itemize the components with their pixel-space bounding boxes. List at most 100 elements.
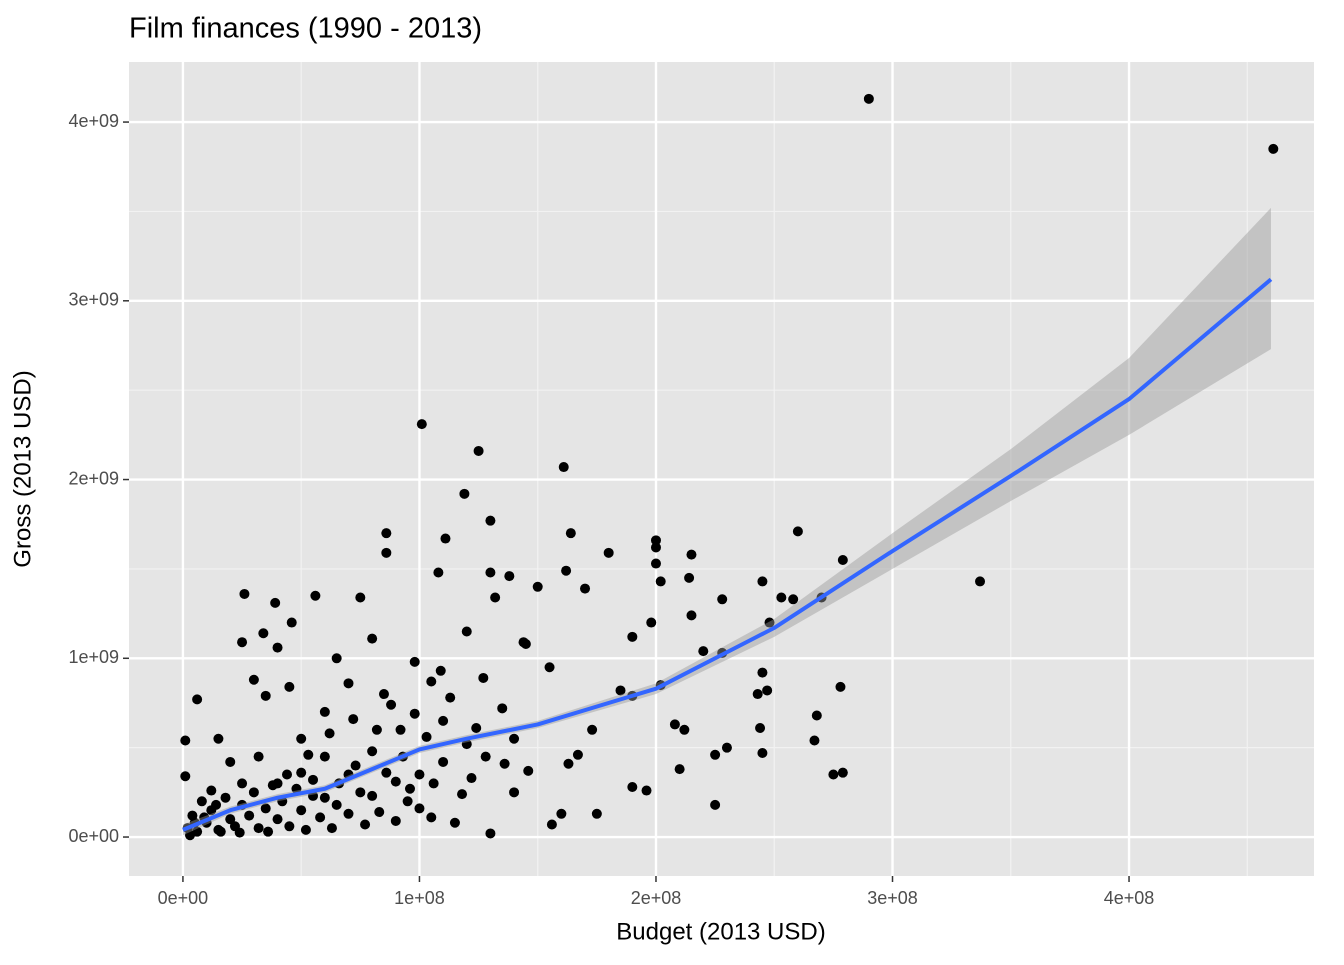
point [710, 749, 721, 760]
point [253, 823, 264, 834]
point [532, 581, 543, 592]
point [414, 803, 425, 814]
point [679, 724, 690, 735]
point [248, 674, 259, 685]
point [473, 445, 484, 456]
point [717, 594, 728, 605]
point [324, 728, 335, 739]
point [523, 765, 534, 776]
point [471, 723, 482, 733]
point [239, 588, 250, 599]
point [270, 597, 281, 608]
point [457, 789, 468, 800]
point [296, 767, 307, 778]
point [272, 814, 283, 825]
y-tick-label: 1e+09 [68, 647, 119, 667]
y-tick-label: 4e+09 [68, 111, 119, 131]
point [485, 567, 496, 578]
point [828, 769, 839, 780]
point [291, 783, 302, 794]
point [438, 756, 449, 767]
point [755, 723, 766, 733]
point [835, 681, 846, 692]
point [225, 756, 236, 767]
point [248, 787, 259, 798]
point [497, 703, 508, 714]
chart-title: Film finances (1990 - 2013) [129, 13, 482, 45]
point [296, 805, 307, 816]
point [282, 769, 292, 780]
point [180, 771, 191, 782]
point [355, 787, 366, 798]
point [669, 719, 680, 730]
point [572, 749, 583, 760]
point [837, 767, 848, 778]
y-tick-label: 2e+09 [68, 468, 119, 488]
x-tick-label: 0e+00 [158, 888, 209, 908]
point [381, 767, 392, 778]
point [409, 656, 420, 667]
point [428, 778, 439, 789]
point [650, 542, 661, 553]
point [211, 799, 222, 810]
point [499, 758, 510, 769]
point [414, 769, 425, 780]
point [561, 565, 572, 576]
point [485, 515, 496, 526]
point [459, 488, 470, 499]
point [308, 774, 319, 785]
point [509, 733, 520, 744]
point [650, 558, 661, 569]
point [509, 787, 520, 798]
point [863, 93, 874, 104]
x-tick-label: 2e+08 [631, 888, 682, 908]
point [348, 714, 359, 725]
point [185, 830, 196, 841]
point [710, 799, 721, 810]
point [315, 812, 326, 823]
point [220, 792, 231, 803]
point [433, 567, 444, 578]
point [435, 665, 446, 676]
point [326, 823, 337, 834]
point [764, 617, 775, 628]
point [752, 689, 763, 700]
y-axis-title: Gross (2013 USD) [9, 370, 36, 567]
point [757, 667, 768, 678]
point [684, 572, 695, 583]
point [466, 773, 477, 784]
point [426, 676, 437, 687]
point [544, 662, 555, 673]
point [416, 419, 427, 430]
point [180, 735, 191, 746]
point [319, 706, 330, 717]
point [504, 571, 515, 582]
point [343, 808, 354, 819]
point [650, 535, 661, 546]
point [367, 790, 378, 801]
point [788, 594, 799, 605]
point [319, 792, 330, 803]
x-tick-label: 4e+08 [1104, 888, 1155, 908]
point [627, 781, 638, 792]
point [272, 642, 283, 653]
point [267, 780, 278, 791]
point [563, 758, 574, 769]
point [811, 710, 822, 721]
point [485, 828, 496, 839]
point [260, 803, 271, 814]
point [237, 637, 248, 648]
point [641, 785, 652, 796]
point [371, 724, 382, 735]
point [367, 633, 378, 644]
point [258, 628, 269, 639]
point [300, 824, 311, 835]
point [286, 617, 297, 628]
point [355, 592, 366, 603]
point [757, 576, 768, 587]
point [478, 672, 489, 683]
point [390, 815, 401, 826]
point [404, 783, 415, 794]
point [331, 653, 342, 664]
